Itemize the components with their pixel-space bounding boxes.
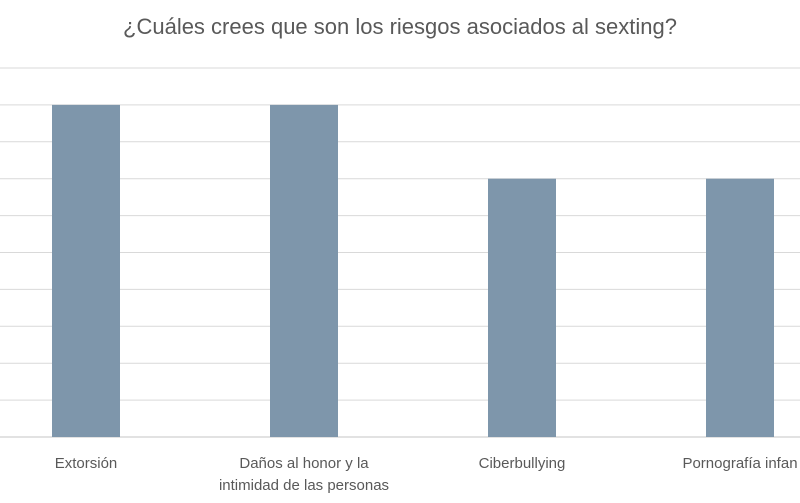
bar: [52, 104, 120, 438]
x-tick-label: Extorsión: [55, 455, 118, 472]
bar: [706, 178, 774, 437]
x-tick-label: Ciberbullying: [479, 455, 566, 472]
x-tick-label: Pornografía infan: [682, 455, 797, 472]
x-tick-label: Daños al honor y la intimidad de las pers…: [219, 455, 389, 494]
chart-title: ¿Cuáles crees que son los riesgos asocia…: [123, 14, 677, 39]
bar: [270, 104, 338, 438]
bar: [488, 178, 556, 437]
